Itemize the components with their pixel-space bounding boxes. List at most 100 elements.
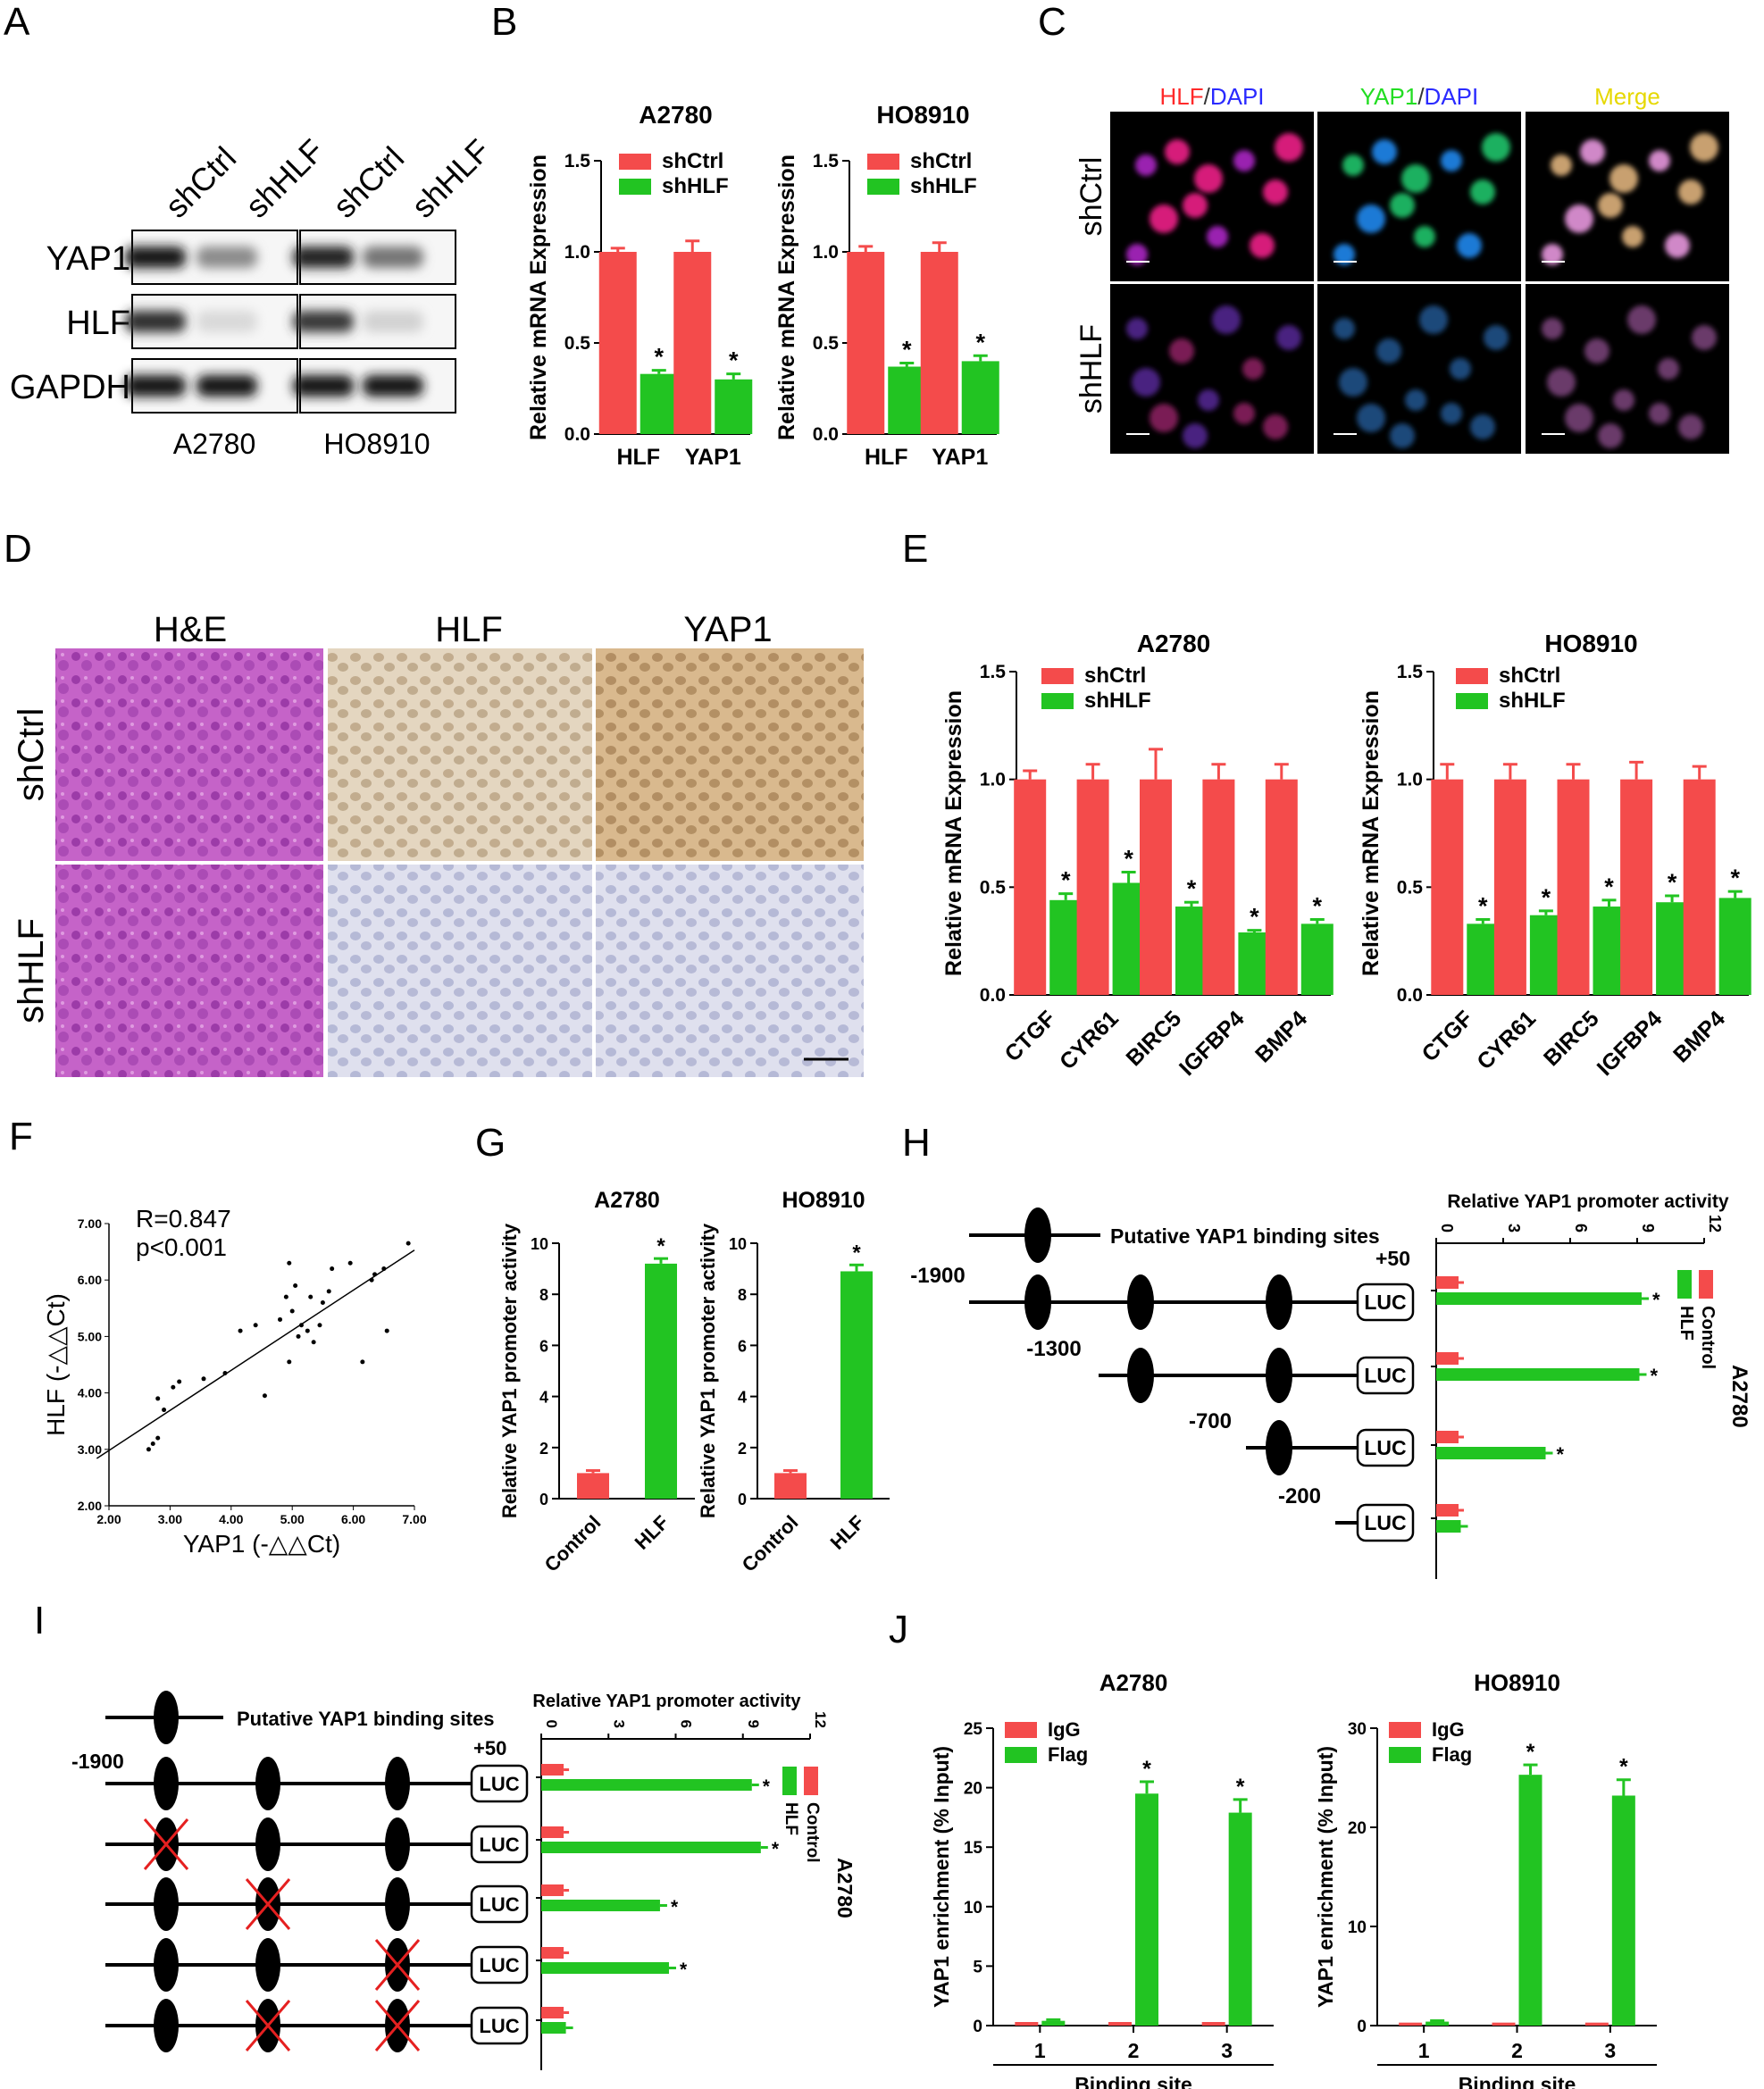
chart-title: Relative YAP1 promoter activity — [1447, 1191, 1728, 1212]
panel-label-c: C — [1038, 0, 1066, 44]
panel-label-h: H — [902, 1121, 931, 1165]
panel-label-d: D — [4, 527, 32, 571]
y-tick-label: 5.00 — [78, 1329, 102, 1343]
binding-site — [255, 1817, 280, 1871]
column-title-part: HLF — [1159, 83, 1203, 110]
y-tick-label: 20 — [1348, 1819, 1367, 1838]
bar-HLF — [1436, 1292, 1642, 1305]
y-tick-label: 0.0 — [1397, 985, 1423, 1006]
bar-shCtrl — [673, 252, 712, 434]
data-point — [326, 1289, 331, 1294]
panel-h-promoter: Putative YAP1 binding sites -1900 LUC -1300… — [910, 1191, 1751, 1579]
legend-binding-sites: Putative YAP1 binding sites — [1110, 1224, 1380, 1248]
y-tick-label: 2.00 — [78, 1499, 102, 1513]
bar-shHLF — [640, 373, 678, 434]
row-label: shCtrl — [12, 708, 51, 801]
y-tick-label: 6.00 — [78, 1273, 102, 1287]
cell — [1547, 368, 1576, 397]
y-tick-label: 0.5 — [564, 333, 591, 354]
cell — [1419, 305, 1448, 334]
data-point — [155, 1396, 161, 1401]
significance-star: * — [1478, 893, 1488, 920]
legend-swatch — [1456, 693, 1488, 709]
significance-star: * — [1061, 867, 1071, 894]
y-tick-label: 1.5 — [980, 662, 1007, 682]
bar-shCtrl — [1683, 779, 1716, 995]
row-label-HLF: HLF — [66, 305, 130, 342]
luc-box — [1356, 1283, 1415, 1322]
y-tick-label: 20 — [964, 1780, 982, 1799]
x-axis-label: YAP1 (-△△Ct) — [183, 1530, 340, 1558]
tissue-image — [596, 648, 864, 861]
significance-star: * — [772, 1839, 780, 1859]
bar-shCtrl — [847, 252, 885, 434]
x-tick-label: 0 — [1438, 1224, 1456, 1233]
y-axis-label: YAP1 enrichment (% Input) — [930, 1746, 953, 2008]
y-tick-label: 1.5 — [564, 151, 591, 171]
significance-star: * — [1668, 869, 1677, 896]
lane-label-shHLF: shHLF — [405, 132, 497, 225]
significance-star: * — [763, 1776, 771, 1797]
cell — [1342, 155, 1364, 176]
y-tick-label: 0 — [539, 1491, 548, 1508]
bar-Flag — [1518, 1775, 1542, 2026]
bar-IgG — [1584, 2022, 1609, 2026]
y-tick-label: 8 — [738, 1286, 747, 1304]
legend-binding-sites: Putative YAP1 binding sites — [237, 1708, 495, 1730]
cell — [1339, 368, 1367, 397]
chart-title: HO8910 — [1544, 630, 1637, 657]
significance-star: * — [1652, 1289, 1660, 1311]
x-tick-label: CTGF — [1417, 1006, 1478, 1066]
bar-IgG — [1108, 2022, 1132, 2026]
legend-label: shCtrl — [662, 149, 723, 173]
data-point — [308, 1294, 314, 1299]
legend-label: IgG — [1048, 1718, 1081, 1741]
bar-shCtrl — [1076, 779, 1109, 995]
chart-title: HO8910 — [782, 1188, 865, 1213]
x-tick-label: BMP4 — [1668, 1006, 1730, 1067]
data-point — [201, 1376, 206, 1382]
protein-band — [293, 375, 354, 397]
bar-shHLF — [715, 379, 753, 434]
luc-box — [470, 1825, 529, 1864]
data-point — [283, 1294, 288, 1299]
cell — [1441, 403, 1462, 424]
data-point — [360, 1359, 365, 1365]
cell — [1333, 318, 1355, 339]
column-title-part: DAPI — [1425, 83, 1479, 110]
data-point — [296, 1333, 301, 1339]
bar-shCtrl — [1265, 779, 1298, 995]
cell — [1678, 180, 1703, 205]
cell — [1357, 404, 1385, 432]
lane-label-shHLF: shHLF — [238, 132, 331, 225]
significance-star: * — [1526, 1740, 1535, 1765]
cell — [1414, 226, 1435, 247]
bar-shCtrl — [920, 252, 958, 434]
cell — [1622, 226, 1643, 247]
cell — [1405, 389, 1426, 411]
significance-star: * — [1142, 1757, 1151, 1782]
x-tick-label: 9 — [745, 1720, 762, 1728]
cell — [1150, 205, 1178, 233]
tissue-image — [328, 865, 592, 1077]
x-tick-label: YAP1 — [932, 445, 988, 470]
luc-box — [1356, 1356, 1415, 1395]
y-tick-label: 1.0 — [1397, 770, 1423, 790]
tissue-image — [55, 648, 323, 861]
y-tick-label: 1.5 — [813, 151, 840, 171]
bar-shCtrl — [1140, 779, 1172, 995]
bar-shHLF — [961, 361, 999, 434]
cell — [1250, 233, 1275, 258]
panel-label-a: A — [4, 0, 30, 44]
cell — [1390, 193, 1415, 218]
significance-star: * — [1651, 1365, 1659, 1387]
legend-label: Control — [803, 1802, 822, 1863]
protein-band — [125, 375, 186, 397]
x-tick-label: 1 — [1418, 2039, 1430, 2062]
significance-star: * — [902, 336, 912, 363]
cell — [1275, 133, 1303, 162]
protein-band — [363, 311, 423, 332]
bar-Flag — [1611, 1795, 1635, 2026]
x-tick-label: YAP1 — [685, 445, 741, 470]
bar-HLF — [1436, 1520, 1461, 1533]
